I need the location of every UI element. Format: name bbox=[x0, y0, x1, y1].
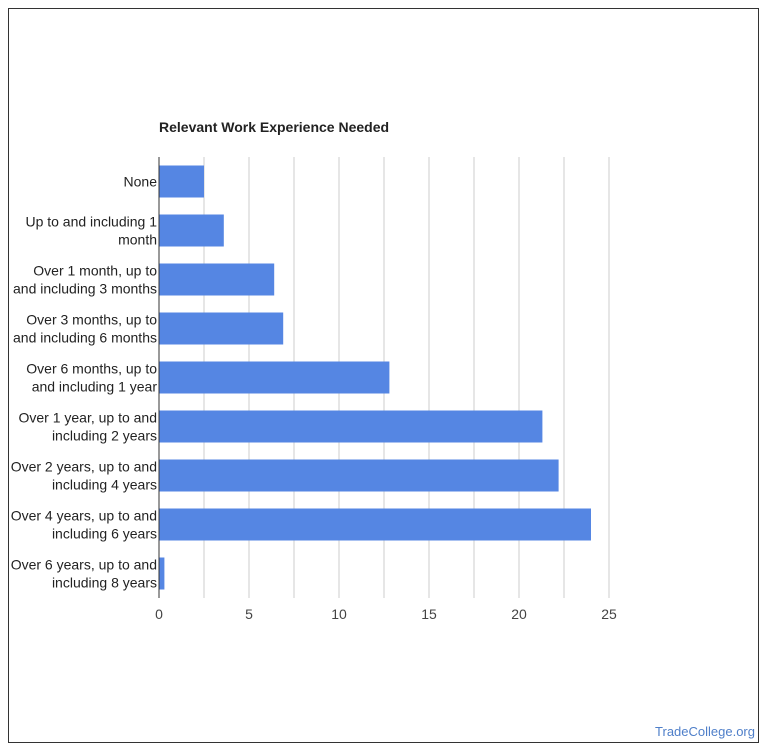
category-label-line: Over 1 month, up to bbox=[33, 263, 157, 279]
category-label-line: month bbox=[118, 232, 157, 248]
category-label-line: including 8 years bbox=[52, 575, 157, 591]
bar[interactable] bbox=[159, 165, 204, 198]
category-label-line: Over 6 months, up to bbox=[26, 361, 157, 377]
category-label: Over 2 years, up to and including 4 years bbox=[11, 459, 157, 493]
category-label-line: Up to and including 1 bbox=[25, 214, 157, 230]
bar[interactable] bbox=[159, 263, 275, 296]
bar[interactable] bbox=[159, 508, 591, 541]
x-tick-labels: 0 5 10 15 20 25 bbox=[155, 606, 617, 622]
category-label-line: Over 6 years, up to and bbox=[11, 557, 157, 573]
category-label: Up to and including 1 month bbox=[25, 214, 157, 248]
bar[interactable] bbox=[159, 312, 284, 345]
x-tick-label: 15 bbox=[421, 606, 437, 622]
category-label-line: and including 1 year bbox=[32, 379, 158, 395]
chart-title: Relevant Work Experience Needed bbox=[159, 119, 389, 135]
category-label: Over 1 year, up to and including 2 years bbox=[18, 410, 157, 444]
x-tick-label: 5 bbox=[245, 606, 253, 622]
category-label: None bbox=[124, 174, 158, 190]
bar[interactable] bbox=[159, 410, 543, 443]
bar-chart: Relevant Work Experience Needed None Up t… bbox=[11, 119, 755, 739]
category-label: Over 6 years, up to and including 8 years bbox=[11, 557, 157, 591]
category-label-line: and including 6 months bbox=[13, 330, 157, 346]
category-label-line: including 6 years bbox=[52, 526, 157, 542]
category-label: Over 3 months, up to and including 6 mont… bbox=[13, 312, 157, 346]
bar[interactable] bbox=[159, 459, 559, 492]
bar[interactable] bbox=[159, 361, 390, 394]
x-tick-label: 25 bbox=[601, 606, 617, 622]
category-label-line: Over 3 months, up to bbox=[26, 312, 157, 328]
category-label-line: and including 3 months bbox=[13, 281, 157, 297]
x-tick-label: 20 bbox=[511, 606, 527, 622]
bars bbox=[159, 165, 591, 590]
chart-frame: Relevant Work Experience Needed None Up t… bbox=[8, 8, 759, 743]
x-tick-label: 0 bbox=[155, 606, 163, 622]
category-label-line: Over 2 years, up to and bbox=[11, 459, 157, 475]
category-label-line: None bbox=[124, 174, 158, 190]
bar[interactable] bbox=[159, 557, 165, 590]
category-label: Over 6 months, up to and including 1 year bbox=[26, 361, 157, 395]
category-label-line: Over 4 years, up to and bbox=[11, 508, 157, 524]
watermark[interactable]: TradeCollege.org bbox=[655, 724, 755, 739]
category-label-line: including 4 years bbox=[52, 477, 157, 493]
category-label: Over 1 month, up to and including 3 month… bbox=[13, 263, 157, 297]
bar[interactable] bbox=[159, 214, 224, 247]
category-label-line: Over 1 year, up to and bbox=[18, 410, 157, 426]
category-labels: None Up to and including 1 month Over 1 mon… bbox=[11, 174, 158, 591]
category-label-line: including 2 years bbox=[52, 428, 157, 444]
x-tick-label: 10 bbox=[331, 606, 347, 622]
category-label: Over 4 years, up to and including 6 years bbox=[11, 508, 157, 542]
